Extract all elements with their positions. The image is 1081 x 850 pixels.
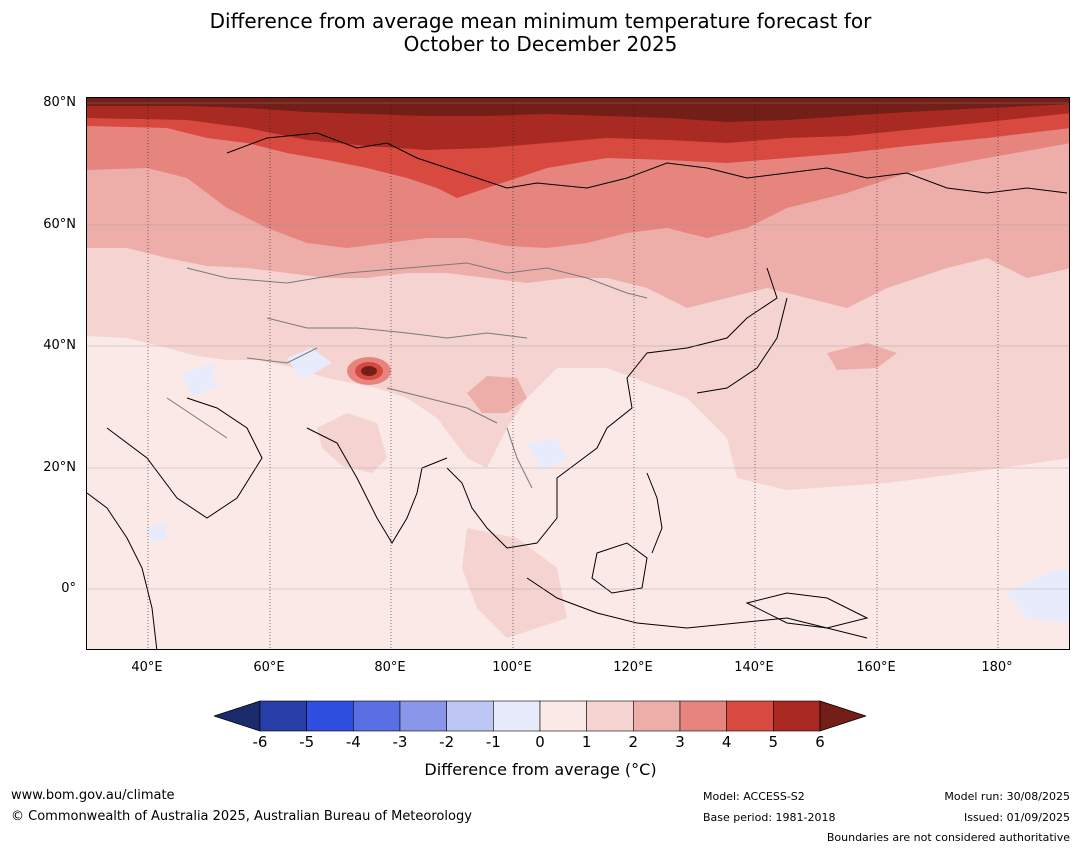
colorbar-segment xyxy=(726,700,774,732)
colorbar-segment xyxy=(586,700,634,732)
footer-copyright: © Commonwealth of Australia 2025, Austra… xyxy=(11,809,472,824)
anomaly-1-2-region-india xyxy=(317,413,387,473)
lat-label-80n: 80°N xyxy=(43,95,76,110)
colorbar-tick-label: 4 xyxy=(721,733,732,751)
colorbar-tick-label: -3 xyxy=(392,733,408,751)
map-title: Difference from average mean minimum tem… xyxy=(0,10,1081,56)
lat-label-60n: 60°N xyxy=(43,217,76,232)
forecast-map xyxy=(86,97,1070,650)
colorbar-tick-label: 6 xyxy=(815,733,825,751)
coastline-arabia xyxy=(106,397,263,519)
colorbar-segment xyxy=(679,700,727,732)
lat-label-40n: 40°N xyxy=(43,338,76,353)
colorbar-tick-label: 1 xyxy=(581,733,592,751)
lat-label-20n: 20°N xyxy=(43,460,76,475)
coastline-philippines xyxy=(646,472,663,554)
colorbar-tick-label: -6 xyxy=(252,733,268,751)
coastline-asia-east xyxy=(446,267,778,549)
footer-disclaimer: Boundaries are not considered authoritat… xyxy=(826,831,1070,844)
colorbar-label: Difference from average (°C) xyxy=(424,760,657,779)
colorbar xyxy=(212,700,868,734)
lon-label-180: 180° xyxy=(981,660,1013,675)
colorbar-tick-label: 0 xyxy=(535,733,545,751)
colorbar-segment xyxy=(633,700,681,732)
coastline-indonesia xyxy=(526,577,868,639)
colorbar-segment xyxy=(259,700,307,732)
anomaly-neg-region-pakistan xyxy=(287,348,332,380)
map-canvas xyxy=(87,98,1069,649)
lon-label-160e: 160°E xyxy=(856,660,896,675)
lon-label-140e: 140°E xyxy=(734,660,774,675)
colorbar-segment xyxy=(399,700,447,732)
latitude-lines xyxy=(87,102,1069,590)
colorbar-svg xyxy=(212,700,868,732)
anomaly-1-2-region-pacific-south xyxy=(462,528,567,638)
anomaly-neg-region-pacific xyxy=(1007,568,1069,623)
colorbar-segment xyxy=(353,700,401,732)
lon-label-120e: 120°E xyxy=(613,660,653,675)
lon-label-100e: 100°E xyxy=(492,660,532,675)
country-boundaries xyxy=(166,262,648,489)
coastline-newguinea xyxy=(745,592,869,629)
coastline-borneo xyxy=(591,542,648,594)
coastline-africa xyxy=(87,492,158,649)
footer-base-period: Base period: 1981-2018 xyxy=(703,811,836,824)
colorbar-segment xyxy=(493,700,541,732)
anomaly-neg-region-africa xyxy=(147,523,167,543)
colorbar-segment xyxy=(773,700,821,732)
colorbar-extend-low xyxy=(212,700,261,732)
anomaly-gt6-region xyxy=(87,98,1069,122)
graticule xyxy=(147,98,999,649)
lon-label-40e: 40°E xyxy=(131,660,163,675)
colorbar-tick-label: -4 xyxy=(345,733,361,751)
anomaly-2-3-region-east xyxy=(827,343,897,370)
coastline-asia-north xyxy=(226,132,1068,194)
map-title-line2: October to December 2025 xyxy=(403,32,678,56)
footer-model-run: Model run: 30/08/2025 xyxy=(944,790,1070,803)
colorbar-tick-label: 2 xyxy=(628,733,639,751)
colorbar-segment xyxy=(446,700,494,732)
coastline-india xyxy=(306,427,448,544)
anomaly-neg-region-iran xyxy=(182,363,217,396)
colorbar-segment xyxy=(306,700,354,732)
colorbar-tick-label: -2 xyxy=(439,733,455,751)
map-title-line1: Difference from average mean minimum tem… xyxy=(209,9,872,33)
footer-issued: Issued: 01/09/2025 xyxy=(963,811,1070,824)
coastline-japan xyxy=(696,297,788,394)
footer-url[interactable]: www.bom.gov.au/climate xyxy=(11,788,175,803)
anomaly-neg-region-indochina xyxy=(527,438,567,470)
anomaly-2-3-region-tibet xyxy=(467,376,527,413)
colorbar-tick-label: 5 xyxy=(768,733,779,751)
lon-label-80e: 80°E xyxy=(374,660,406,675)
colorbar-segment xyxy=(539,700,587,732)
colorbar-tick-label: -1 xyxy=(485,733,501,751)
lon-label-60e: 60°E xyxy=(253,660,285,675)
colorbar-tick-label: 3 xyxy=(675,733,685,751)
footer-model: Model: ACCESS-S2 xyxy=(703,790,805,803)
lat-label-0: 0° xyxy=(61,581,76,596)
colorbar-extend-high xyxy=(819,700,868,732)
colorbar-tick-label: -5 xyxy=(299,733,315,751)
